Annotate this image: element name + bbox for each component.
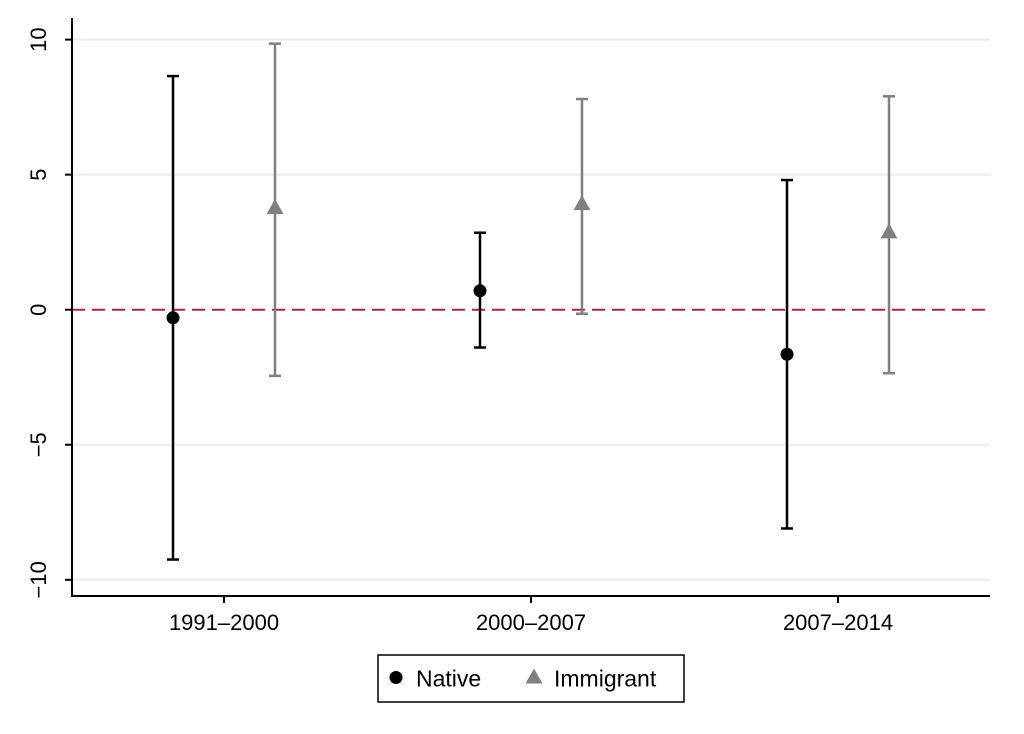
native-point [166, 311, 180, 325]
x-tick-label: 1991–2000 [169, 610, 279, 635]
legend-native-marker [389, 671, 403, 684]
y-tick-label: −5 [26, 432, 51, 457]
immigrant-point [266, 199, 284, 215]
tick-labels: 10 5 0 −5 −10 1991–2000 2000–2007 2007–2014 [26, 27, 893, 635]
immigrant-point [880, 223, 898, 239]
native-point [780, 347, 794, 361]
x-tick-label: 2007–2014 [783, 610, 893, 635]
axes [65, 18, 990, 603]
y-tick-label: 0 [26, 304, 51, 316]
legend-native-label: Native [416, 666, 481, 692]
legend-immigrant-marker [525, 668, 543, 684]
y-tick-label: 10 [26, 27, 51, 51]
series-marks [166, 42, 898, 561]
gridlines [72, 38, 990, 581]
legend-immigrant-label: Immigrant [554, 666, 657, 692]
y-tick-label: 5 [26, 169, 51, 181]
immigrant-point [573, 195, 591, 211]
x-tick-label: 2000–2007 [476, 610, 586, 635]
y-tick-label: −10 [26, 561, 51, 598]
legend: Native Immigrant [377, 654, 685, 703]
native-point [473, 284, 487, 298]
